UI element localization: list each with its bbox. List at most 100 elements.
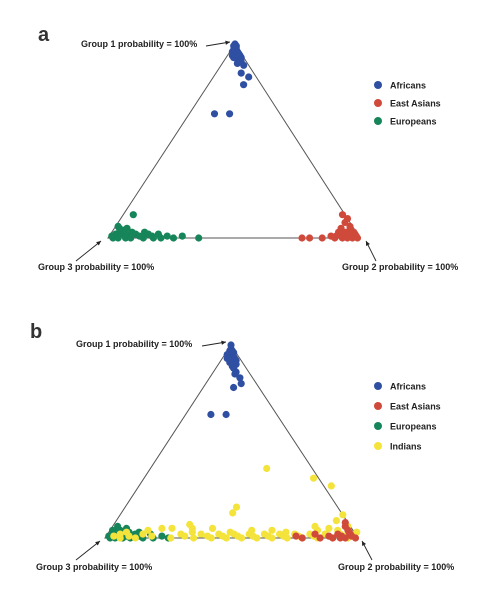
- data-point: [232, 503, 241, 511]
- data-point: [144, 526, 152, 534]
- data-point: [245, 73, 253, 81]
- data-point: [190, 534, 198, 542]
- data-point: [292, 532, 300, 540]
- vertex-label-right: Group 2 probability = 100%: [342, 262, 458, 272]
- data-point: [222, 410, 230, 419]
- data-point: [114, 522, 122, 531]
- data-point: [310, 474, 318, 482]
- data-point: [335, 228, 343, 236]
- vertex-arrow-left: [75, 240, 102, 262]
- data-point: [311, 530, 319, 538]
- data-point: [346, 226, 354, 234]
- panel-letter: b: [30, 321, 42, 343]
- data-point: [197, 530, 205, 538]
- data-point: [222, 534, 230, 542]
- data-point: [327, 232, 335, 240]
- legend-label: Europeans: [390, 117, 437, 127]
- data-point: [325, 532, 333, 540]
- data-point: [341, 519, 349, 527]
- vertex-label-top: Group 1 probability = 100%: [81, 39, 197, 49]
- panel-letter: a: [38, 24, 50, 46]
- data-point: [343, 215, 352, 223]
- data-point: [338, 211, 347, 219]
- ternary-panel-a: a Group 1 probability = 100% Group 3 proba…: [38, 24, 458, 272]
- triangle-frame: [107, 43, 361, 239]
- data-point: [207, 534, 215, 542]
- vertex-arrowhead-left: [95, 541, 100, 546]
- legend-label: East Asians: [390, 402, 441, 412]
- data-point: [115, 224, 123, 232]
- data-point: [298, 234, 306, 242]
- data-point: [345, 528, 353, 536]
- data-point: [116, 534, 124, 542]
- data-point: [149, 234, 157, 242]
- triangle-frame: [104, 344, 359, 539]
- data-point: [157, 234, 165, 242]
- data-point: [158, 524, 166, 533]
- data-point: [230, 42, 238, 50]
- vertex-arrowhead-top: [221, 340, 226, 345]
- data-point: [195, 234, 203, 242]
- legend-marker: [374, 81, 382, 89]
- data-point: [237, 380, 245, 388]
- data-point: [231, 370, 239, 378]
- series-east-asians: [298, 211, 362, 242]
- data-point: [109, 526, 117, 534]
- data-point: [208, 524, 217, 533]
- data-point: [123, 224, 131, 232]
- legend-marker: [374, 442, 382, 450]
- data-point: [129, 211, 137, 219]
- data-point: [268, 526, 276, 534]
- legend-label: Africans: [390, 81, 426, 91]
- data-point: [336, 534, 344, 542]
- vertex-label-left: Group 3 probability = 100%: [38, 262, 154, 272]
- series-east-asians: [292, 519, 360, 542]
- vertex-arrowhead-left: [96, 241, 101, 246]
- data-point: [230, 383, 238, 392]
- legend-marker: [374, 99, 382, 107]
- data-point: [169, 234, 178, 242]
- data-point: [306, 234, 314, 242]
- data-point: [229, 509, 237, 517]
- vertex-label-right: Group 2 probability = 100%: [338, 562, 454, 572]
- data-point: [148, 532, 156, 540]
- data-point: [186, 520, 194, 529]
- data-point: [210, 110, 219, 118]
- data-point: [238, 534, 246, 542]
- legend-marker: [374, 117, 382, 125]
- data-point: [158, 532, 166, 540]
- data-point: [318, 234, 326, 242]
- data-point: [207, 410, 215, 419]
- legend-marker: [374, 402, 382, 410]
- data-point: [268, 534, 276, 542]
- data-point: [298, 534, 306, 542]
- data-point: [253, 534, 261, 542]
- legend-marker: [374, 382, 382, 390]
- data-point: [338, 234, 346, 242]
- legend-label: East Asians: [390, 99, 441, 109]
- legend: Africans East Asians Europeans Indians: [374, 382, 441, 452]
- data-point: [168, 524, 176, 532]
- data-point: [325, 524, 333, 533]
- data-point: [240, 81, 248, 89]
- data-point: [236, 374, 244, 382]
- data-point: [235, 50, 243, 58]
- vertex-arrowhead-right: [362, 541, 367, 546]
- data-point: [233, 59, 241, 67]
- vertex-arrowhead-right: [366, 241, 370, 246]
- data-point: [110, 532, 118, 540]
- data-point: [327, 482, 335, 490]
- legend-label: Africans: [390, 382, 426, 392]
- vertex-arrowhead-top: [225, 40, 230, 45]
- data-point: [248, 526, 256, 534]
- data-point: [223, 354, 231, 363]
- data-point: [316, 534, 324, 542]
- ternary-panel-b: b Group 1 probability = 100% Group 3 proba…: [30, 321, 454, 572]
- data-point: [237, 69, 245, 77]
- data-point: [131, 534, 139, 542]
- series-europeans: [108, 211, 203, 242]
- series-africans: [207, 341, 245, 419]
- vertex-label-left: Group 3 probability = 100%: [36, 562, 152, 572]
- data-point: [181, 532, 189, 540]
- data-point: [139, 530, 147, 538]
